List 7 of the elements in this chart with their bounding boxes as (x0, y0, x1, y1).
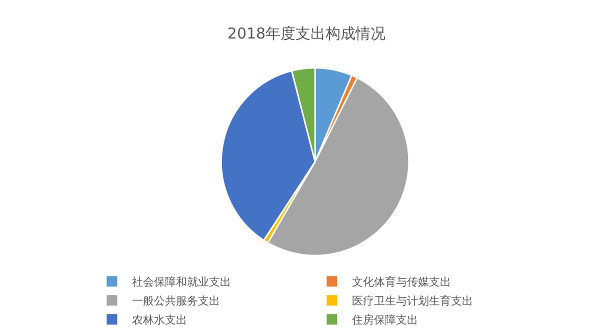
legend-label: 农林水支出 (132, 314, 187, 327)
legend-label: 文化体育与传媒支出 (352, 276, 451, 289)
legend-label: 社会保障和就业支出 (132, 276, 231, 289)
legend-label: 医疗卫生与计划生育支出 (352, 294, 473, 308)
legend-label: 一般公共服务支出 (132, 294, 220, 308)
legend-label: 住房保障支出 (352, 314, 418, 327)
chart-title: 2018年度支出构成情况 (227, 24, 386, 43)
